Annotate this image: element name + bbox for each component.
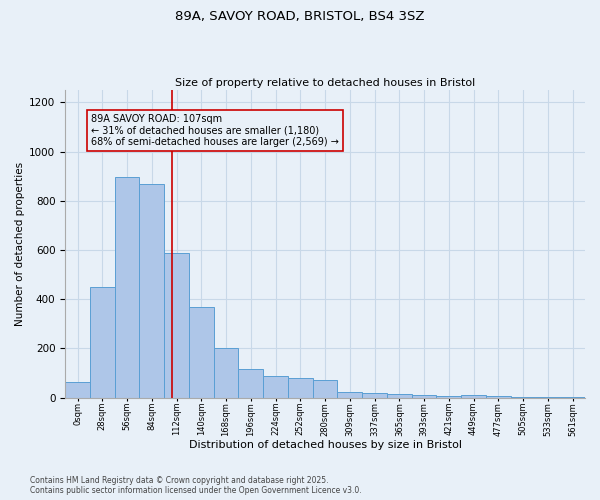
Bar [238, 370, 263, 398]
Text: Contains HM Land Registry data © Crown copyright and database right 2025.
Contai: Contains HM Land Registry data © Crown c… [30, 476, 362, 495]
Text: 89A, SAVOY ROAD, BRISTOL, BS4 3SZ: 89A, SAVOY ROAD, BRISTOL, BS4 3SZ [175, 10, 425, 23]
Title: Size of property relative to detached houses in Bristol: Size of property relative to detached ho… [175, 78, 475, 88]
Text: 89A SAVOY ROAD: 107sqm
← 31% of detached houses are smaller (1,180)
68% of semi-: 89A SAVOY ROAD: 107sqm ← 31% of detached… [91, 114, 339, 146]
Bar [139, 184, 164, 398]
Bar [486, 396, 511, 398]
Y-axis label: Number of detached properties: Number of detached properties [15, 162, 25, 326]
Bar [90, 287, 115, 398]
Bar [387, 394, 412, 398]
Bar [288, 378, 313, 398]
Bar [362, 392, 387, 398]
Bar [461, 395, 486, 398]
Bar [337, 392, 362, 398]
Bar [214, 348, 238, 398]
Bar [313, 380, 337, 398]
Bar [115, 178, 139, 398]
Bar [189, 306, 214, 398]
Bar [263, 376, 288, 398]
X-axis label: Distribution of detached houses by size in Bristol: Distribution of detached houses by size … [188, 440, 461, 450]
Bar [412, 394, 436, 398]
Bar [436, 396, 461, 398]
Bar [65, 382, 90, 398]
Bar [511, 397, 535, 398]
Bar [164, 252, 189, 398]
